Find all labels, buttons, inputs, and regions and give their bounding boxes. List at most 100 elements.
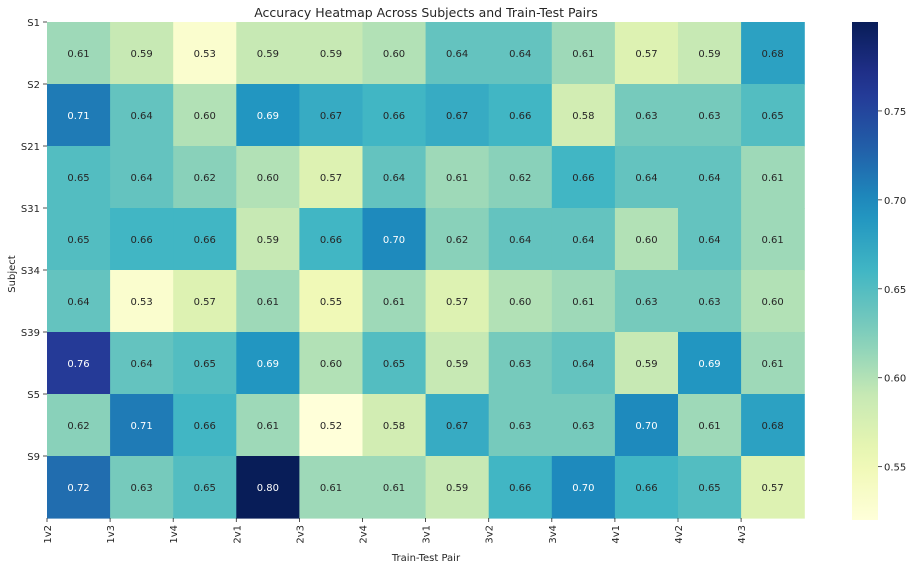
- cell-value-label: 0.63: [698, 111, 720, 122]
- cell-value-label: 0.53: [131, 297, 153, 308]
- heatmap-cell: [425, 270, 490, 333]
- heatmap-cell: [551, 146, 616, 209]
- cell-value-label: 0.61: [67, 49, 89, 60]
- cell-value-label: 0.64: [572, 235, 594, 246]
- cell-value-label: 0.61: [383, 297, 405, 308]
- heatmap-cell: [488, 394, 553, 457]
- heatmap-cell: [236, 146, 300, 209]
- cell-value-label: 0.64: [383, 173, 405, 184]
- heatmap-cell: [110, 270, 174, 333]
- cell-value-label: 0.61: [762, 359, 784, 370]
- heatmap-cell: [299, 22, 364, 85]
- cell-value-label: 0.66: [572, 173, 594, 184]
- x-tick-labels: 1v2 1v3 1v4 2v1 2v3 2v4 3v1 3v2 3v4 4v1 4v2 4v3: [43, 518, 748, 544]
- cell-value-label: 0.65: [67, 235, 89, 246]
- cell-value-label: 0.70: [635, 421, 657, 432]
- heatmap-cell: [425, 332, 490, 395]
- heatmap-cell: [488, 22, 553, 85]
- colorbar-tick-label: 0.75: [884, 107, 906, 118]
- heatmap-cell: [741, 332, 805, 395]
- y-tick-label: S9: [27, 452, 40, 463]
- cell-value-label: 0.66: [509, 111, 531, 122]
- cell-value-label: 0.59: [446, 359, 468, 370]
- colorbar-tick-label: 0.65: [884, 285, 906, 296]
- cell-value-label: 0.65: [698, 483, 720, 494]
- heatmap-cell: [488, 270, 553, 333]
- heatmap-cells: 0.61 0.59 0.53 0.59 0.59 0.60 0.64 0.64 0.61 0.57…: [47, 22, 805, 519]
- cell-value-label: 0.59: [635, 359, 657, 370]
- heatmap-cell: [110, 394, 174, 457]
- cell-value-label: 0.69: [698, 359, 720, 370]
- cell-value-label: 0.60: [762, 297, 784, 308]
- y-tick-label: S5: [27, 390, 40, 401]
- heatmap-cell: [299, 146, 364, 209]
- x-tick-label: 3v2: [485, 525, 496, 544]
- heatmap-cell: [299, 456, 364, 519]
- heatmap-cell: [236, 270, 300, 333]
- heatmap-cell: [678, 84, 742, 147]
- cell-value-label: 0.66: [320, 235, 342, 246]
- heatmap-cell: [110, 22, 174, 85]
- heatmap-cell: [551, 332, 616, 395]
- cell-value-label: 0.62: [446, 235, 468, 246]
- cell-value-label: 0.59: [131, 49, 153, 60]
- x-tick-label: 4v2: [674, 525, 685, 544]
- heatmap-cell: [614, 332, 679, 395]
- x-tick-label: 1v2: [43, 525, 54, 544]
- heatmap-cell: [47, 146, 111, 209]
- heatmap-cell: [47, 208, 111, 271]
- cell-value-label: 0.60: [383, 49, 405, 60]
- y-tick-label: S31: [21, 204, 40, 215]
- cell-value-label: 0.67: [446, 111, 468, 122]
- y-tick-label: S2: [27, 80, 40, 91]
- cell-value-label: 0.66: [635, 483, 657, 494]
- cell-value-label: 0.71: [67, 111, 89, 122]
- heatmap-cell: [488, 456, 553, 519]
- cell-value-label: 0.63: [131, 483, 153, 494]
- heatmap-cell: [236, 332, 300, 395]
- colorbar-gradient: [852, 22, 878, 520]
- cell-value-label: 0.59: [446, 483, 468, 494]
- cell-value-label: 0.65: [383, 359, 405, 370]
- x-axis-label: Train-Test Pair: [391, 553, 461, 564]
- heatmap-cell: [488, 332, 553, 395]
- heatmap-cell: [173, 394, 237, 457]
- cell-value-label: 0.63: [635, 297, 657, 308]
- heatmap-cell: [299, 208, 364, 271]
- heatmap-cell: [614, 208, 679, 271]
- heatmap-cell: [110, 84, 174, 147]
- heatmap-cell: [299, 394, 364, 457]
- cell-value-label: 0.61: [572, 297, 594, 308]
- heatmap-cell: [110, 146, 174, 209]
- colorbar-tick-label: 0.70: [884, 196, 906, 207]
- cell-value-label: 0.61: [383, 483, 405, 494]
- cell-value-label: 0.60: [635, 235, 657, 246]
- cell-value-label: 0.64: [446, 49, 468, 60]
- heatmap-cell: [173, 332, 237, 395]
- heatmap-cell: [362, 332, 427, 395]
- cell-value-label: 0.59: [257, 49, 279, 60]
- cell-value-label: 0.67: [446, 421, 468, 432]
- y-tick-labels: S1 S2 S21 S31 S34 S39 S5 S9: [21, 18, 47, 463]
- x-tick-label: 4v3: [737, 525, 748, 544]
- x-tick-label: 2v1: [232, 525, 243, 544]
- heatmap-cell: [299, 270, 364, 333]
- heatmap-cell: [110, 208, 174, 271]
- y-tick-label: S21: [21, 142, 40, 153]
- y-axis-label: Subject: [7, 255, 18, 292]
- heatmap-cell: [362, 394, 427, 457]
- cell-value-label: 0.63: [698, 297, 720, 308]
- heatmap-cell: [741, 146, 805, 209]
- cell-value-label: 0.63: [509, 359, 531, 370]
- cell-value-label: 0.70: [572, 483, 594, 494]
- heatmap-cell: [741, 456, 805, 519]
- heatmap-cell: [362, 456, 427, 519]
- heatmap-cell: [110, 332, 174, 395]
- heatmap-cell: [425, 456, 490, 519]
- heatmap-cell: [678, 146, 742, 209]
- heatmap-cell: [173, 84, 237, 147]
- cell-value-label: 0.65: [194, 359, 216, 370]
- heatmap-cell: [47, 456, 111, 519]
- heatmap-cell: [362, 146, 427, 209]
- cell-value-label: 0.70: [383, 235, 405, 246]
